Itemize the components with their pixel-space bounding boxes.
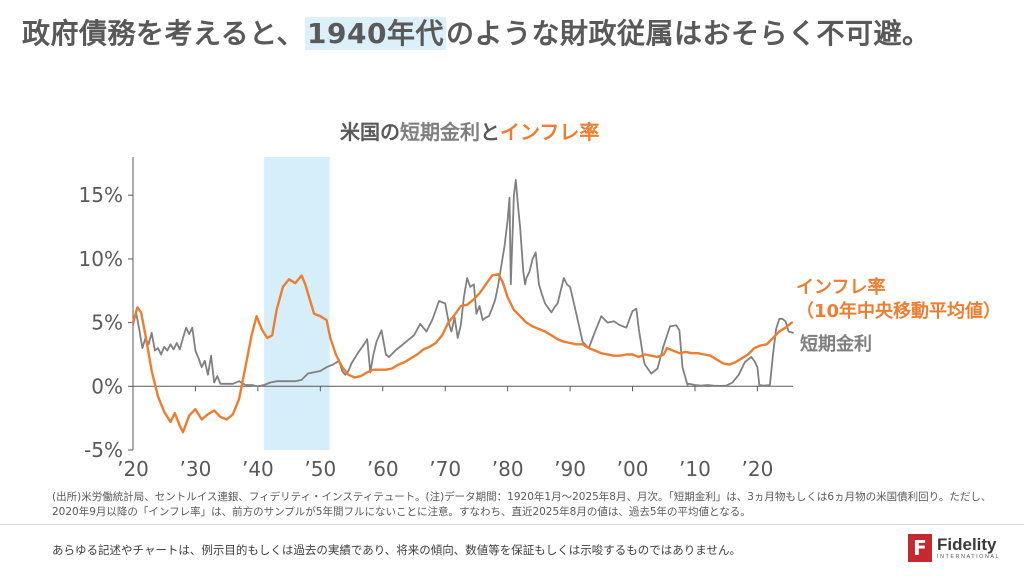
chart-title-short-rate: 短期金利	[400, 120, 480, 144]
legend-inflation-line2: （10年中央移動平均値）	[796, 301, 1002, 322]
y-tick-label: 5%	[91, 311, 123, 335]
x-tick-label: ’40	[242, 457, 274, 481]
x-tick-label: ’90	[554, 457, 586, 481]
legend-inflation-line1: インフレ率	[796, 277, 886, 298]
x-tick-label: ’50	[304, 457, 336, 481]
highlight-band-1940s	[264, 157, 330, 450]
chart-title-part3: と	[480, 120, 500, 144]
y-tick-label: 15%	[79, 183, 123, 207]
logo-word: Fidelity	[937, 534, 997, 554]
series-line-inflation	[131, 273, 793, 434]
logo-sub: INTERNATIONAL	[937, 553, 1001, 560]
x-tick-label: ’70	[429, 457, 461, 481]
legend-short-rate: 短期金利	[800, 334, 872, 355]
x-tick-label: ’10	[679, 457, 711, 481]
chart-title-part1: 米国の	[340, 120, 400, 144]
headline-highlight: 1940年代	[305, 17, 446, 50]
headline: 政府債務を考えると、1940年代のような財政従属はおそらく不可避。	[22, 12, 931, 52]
headline-prefix: 政府債務を考えると、	[22, 17, 306, 50]
chart-title: 米国の短期金利とインフレ率	[340, 116, 599, 145]
footer-divider	[0, 524, 1024, 525]
x-tick-label: ’80	[492, 457, 524, 481]
fidelity-logo: F Fidelity INTERNATIONAL	[908, 534, 1000, 562]
disclaimer: あらゆる記述やチャートは、例示目的もしくは過去の実績であり、将来の傾向、数値等を…	[52, 543, 741, 557]
chart-title-inflation: インフレ率	[500, 120, 600, 144]
legend-inflation: インフレ率 （10年中央移動平均値）	[796, 276, 1001, 324]
y-tick-label: -5%	[84, 438, 123, 462]
x-tick-label: ’60	[367, 457, 399, 481]
source-notes: (出所)米労働統計局、セントルイス連銀、フィデリティ・インスティテュート。(注)…	[52, 491, 992, 518]
series-line-short-rate	[132, 179, 794, 388]
x-tick-label: ’00	[617, 457, 649, 481]
headline-suffix: のような財政従属はおそらく不可避。	[445, 17, 931, 50]
x-tick-label: ’20	[117, 457, 149, 481]
fidelity-logo-icon: F	[908, 534, 932, 562]
y-tick-label: 10%	[79, 247, 123, 271]
y-tick-label: 0%	[91, 374, 123, 398]
x-tick-label: ’30	[180, 457, 212, 481]
x-tick-label: ’20	[742, 457, 774, 481]
